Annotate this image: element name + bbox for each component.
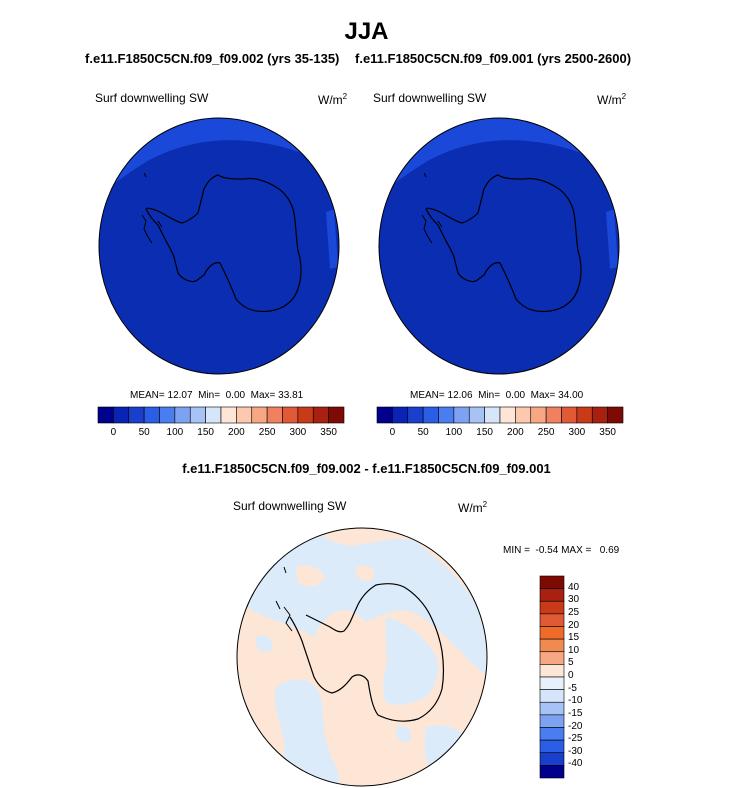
colorbar-cell: [113, 406, 130, 424]
colorbar-cell: [97, 406, 114, 424]
colorbar-tick-label: 200: [228, 427, 245, 438]
colorbar-cell: [236, 406, 253, 424]
colorbar-tick-label: 150: [197, 427, 214, 438]
colorbar-tick-label: 100: [445, 427, 463, 438]
colorbar-tick-label: 250: [537, 427, 555, 438]
colorbar-cell: [376, 406, 393, 424]
colorbar-cell: [189, 406, 206, 424]
colorbar-cell: [205, 406, 222, 424]
panel-1-header: f.e11.F1850C5CN.f09_f09.002 (yrs 35-135): [85, 51, 340, 66]
panel-2-colorbar: [376, 406, 624, 424]
colorbar-tick-label: 0: [389, 427, 396, 438]
colorbar-tick-label: 50: [417, 427, 429, 438]
panel-2-map: [378, 117, 620, 375]
colorbar-tick-label: 300: [289, 427, 307, 438]
panel-2-units: W/m2: [597, 92, 627, 107]
panel-1-variable: Surf downwelling SW: [95, 91, 209, 105]
colorbar-tick-label: 200: [507, 427, 524, 438]
colorbar-cell: [312, 406, 329, 424]
difference-map: [236, 527, 488, 787]
colorbar-cell: [499, 406, 516, 424]
colorbar-cell: [438, 406, 455, 424]
panel-1-units: W/m2: [318, 92, 348, 107]
colorbar-cell: [159, 406, 176, 424]
colorbar-tick-label: -5: [568, 682, 577, 694]
colorbar-tick-label: 350: [599, 427, 616, 438]
colorbar-tick-label: 250: [258, 427, 276, 438]
colorbar-cell: [328, 406, 345, 424]
colorbar-cell: [484, 406, 501, 424]
difference-colorbar: [539, 575, 565, 779]
colorbar-cell: [576, 406, 593, 424]
colorbar-cell: [392, 406, 409, 424]
colorbar-cell: [539, 689, 565, 703]
colorbar-cell: [515, 406, 532, 424]
colorbar-cell: [591, 406, 608, 424]
colorbar-tick-label: -30: [568, 745, 583, 757]
difference-stats: MIN = -0.54 MAX = 0.69: [503, 545, 620, 556]
colorbar-cell: [607, 406, 624, 424]
colorbar-cell: [422, 406, 439, 424]
colorbar-tick-label: 15: [568, 632, 580, 644]
colorbar-cell: [251, 406, 268, 424]
colorbar-tick-label: 50: [138, 427, 150, 438]
colorbar-tick-label: -25: [568, 733, 583, 745]
colorbar-cell: [297, 406, 314, 424]
difference-header: f.e11.F1850C5CN.f09_f09.002 - f.e11.F185…: [182, 461, 551, 476]
panel-2-variable: Surf downwelling SW: [373, 91, 487, 105]
colorbar-tick-label: 5: [568, 657, 574, 669]
colorbar-tick-label: 10: [568, 644, 580, 656]
colorbar-cell: [128, 406, 145, 424]
colorbar-cell: [539, 638, 565, 653]
colorbar-cell: [282, 406, 299, 424]
colorbar-tick-label: -15: [568, 707, 583, 719]
colorbar-cell: [220, 406, 237, 424]
colorbar-cell: [530, 406, 547, 424]
colorbar-cell: [539, 651, 565, 665]
colorbar-tick-label: 40: [568, 581, 580, 593]
colorbar-tick-label: 100: [166, 427, 184, 438]
colorbar-cell: [266, 406, 283, 424]
panel-2-stats: MEAN= 12.06 Min= 0.00 Max= 34.00: [410, 390, 584, 401]
panel-2-header: f.e11.F1850C5CN.f09_f09.001 (yrs 2500-26…: [355, 51, 632, 66]
colorbar-cell: [539, 664, 565, 678]
difference-variable: Surf downwelling SW: [233, 499, 347, 513]
panel-1-stats: MEAN= 12.07 Min= 0.00 Max= 33.81: [130, 390, 304, 401]
colorbar-cell: [143, 406, 160, 424]
colorbar-tick-label: -10: [568, 695, 583, 707]
colorbar-tick-label: 30: [568, 594, 580, 606]
colorbar-cell: [539, 613, 565, 627]
colorbar-tick-label: 350: [320, 427, 337, 438]
colorbar-cell: [453, 406, 470, 424]
colorbar-cell: [174, 406, 191, 424]
colorbar-tick-label: 0: [110, 427, 117, 438]
panel-1-colorbar: [97, 406, 345, 424]
colorbar-tick-label: 20: [568, 619, 580, 631]
colorbar-cell: [561, 406, 578, 424]
colorbar-tick-label: 300: [568, 427, 586, 438]
colorbar-tick-label: 25: [568, 606, 580, 618]
figure-title: JJA: [344, 18, 389, 45]
colorbar-cell: [407, 406, 424, 424]
colorbar-cell: [539, 739, 565, 754]
colorbar-cell: [539, 765, 565, 779]
colorbar-cell: [539, 727, 565, 741]
colorbar-cell: [539, 600, 565, 615]
colorbar-cell: [545, 406, 562, 424]
colorbar-cell: [539, 575, 565, 589]
colorbar-cell: [539, 676, 565, 690]
panel-1-map: [98, 117, 340, 375]
colorbar-tick-label: -20: [568, 720, 583, 732]
colorbar-cell: [539, 752, 565, 766]
colorbar-cell: [539, 701, 565, 716]
colorbar-tick-label: -40: [568, 758, 583, 770]
colorbar-cell: [539, 588, 565, 602]
difference-units: W/m2: [458, 500, 488, 515]
colorbar-cell: [539, 714, 565, 728]
colorbar-tick-label: 0: [568, 670, 574, 681]
colorbar-tick-label: 150: [476, 427, 493, 438]
colorbar-cell: [539, 626, 565, 640]
colorbar-cell: [468, 406, 485, 424]
